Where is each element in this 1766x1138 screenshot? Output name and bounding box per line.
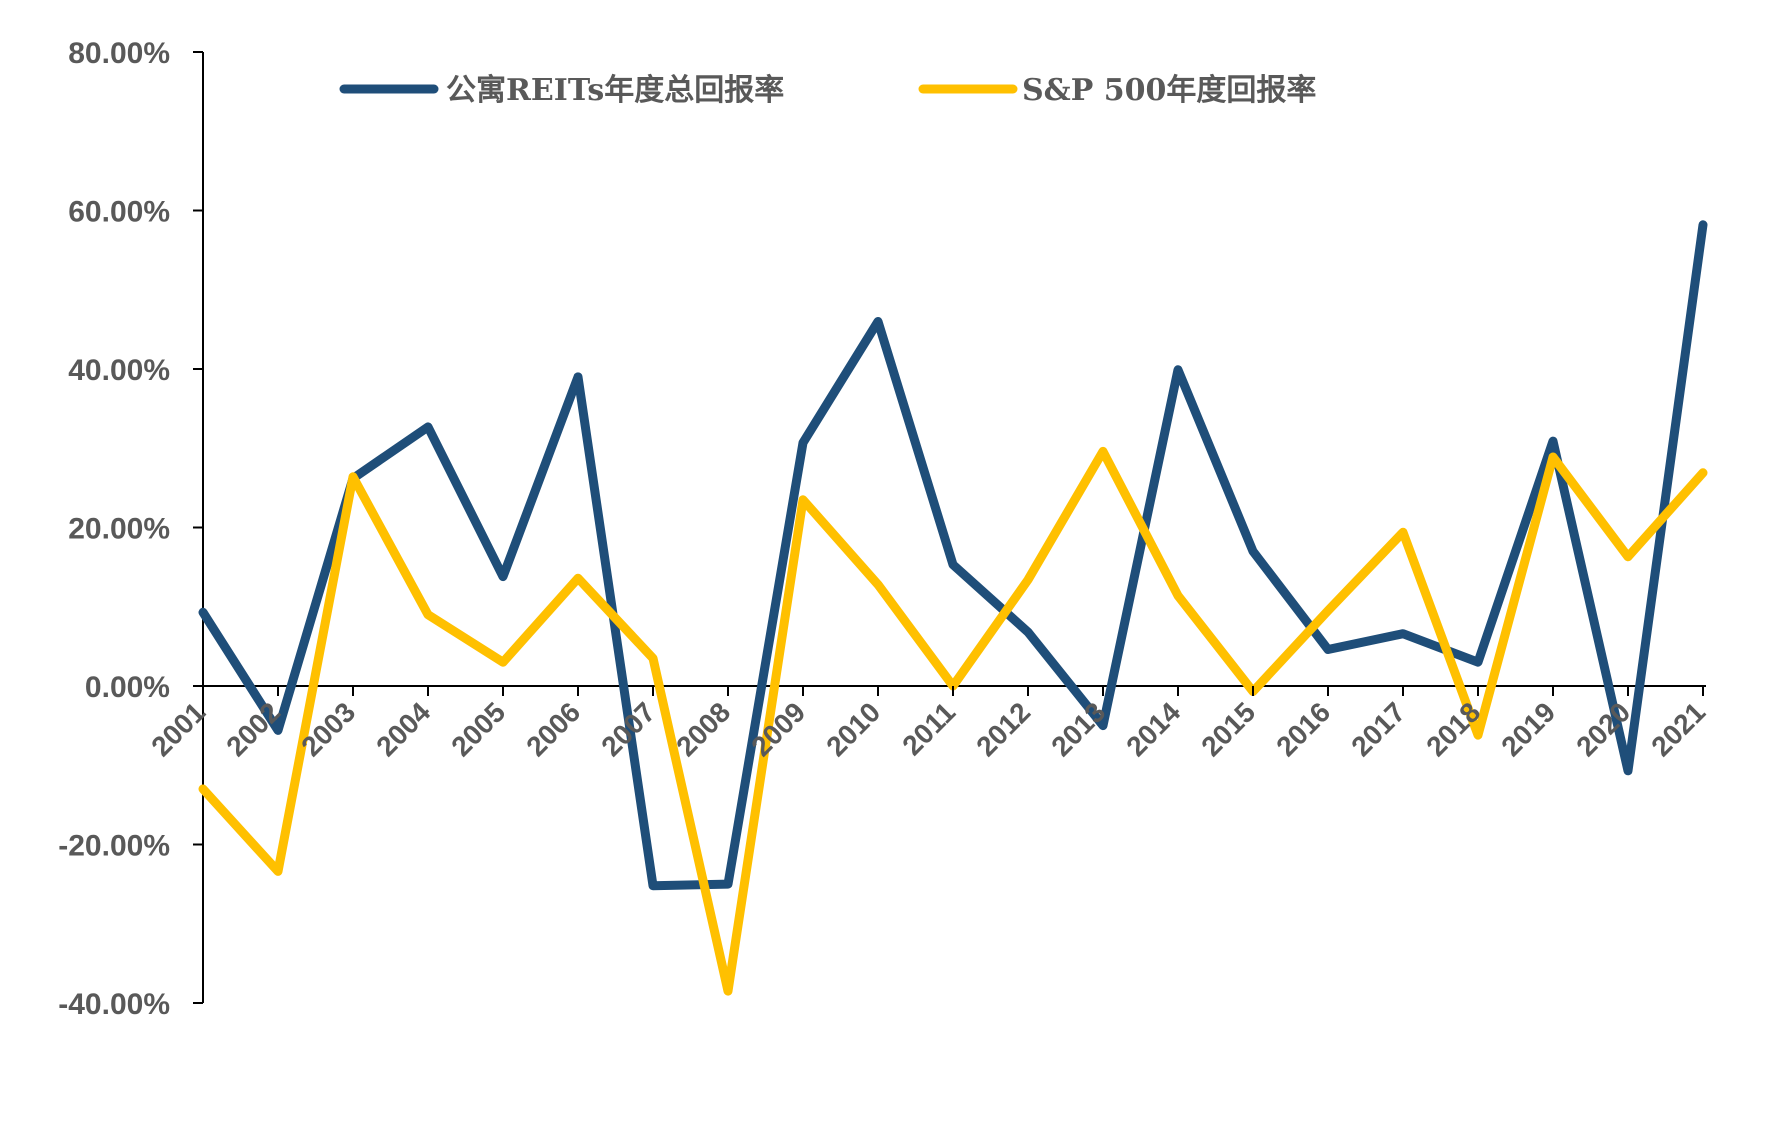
x-tick-label: 2007 xyxy=(595,696,661,762)
x-tick-label: 2021 xyxy=(1645,696,1711,762)
x-tick-label: 2001 xyxy=(145,696,211,762)
x-tick-label: 2010 xyxy=(820,696,886,762)
x-axis-ticks: 2001 2002 2003 2004 2005 2006 2007 2008 2009 2010… xyxy=(145,686,1711,762)
y-tick-label: 20.00% xyxy=(68,513,170,546)
x-tick-label: 2008 xyxy=(670,696,736,762)
legend: 公寓REITs年度总回报率 S&P 500年度回报率 xyxy=(339,73,1316,108)
legend-label: S&P 500年度回报率 xyxy=(1022,73,1316,108)
y-axis-ticks: 80.00% 60.00% 40.00% 20.00% 0.00% -20.00% -40.… xyxy=(58,37,203,1021)
x-tick-label: 2011 xyxy=(896,696,961,761)
series-line-reits xyxy=(198,220,1708,891)
y-tick-label: 40.00% xyxy=(68,354,170,387)
axes xyxy=(202,52,1706,1003)
x-tick-label: 2019 xyxy=(1495,696,1561,762)
series-lines xyxy=(198,220,1708,996)
x-tick-label: 2016 xyxy=(1270,696,1336,762)
y-tick-label: 60.00% xyxy=(68,196,170,229)
x-tick-label: 2014 xyxy=(1120,696,1186,762)
x-tick-label: 2004 xyxy=(370,696,436,762)
x-tick-label: 2012 xyxy=(970,696,1036,762)
y-tick-label: 0.00% xyxy=(85,671,170,704)
y-tick-label: -20.00% xyxy=(58,830,170,863)
y-tick-label: -40.00% xyxy=(58,988,170,1021)
x-tick-label: 2015 xyxy=(1195,696,1261,762)
y-tick-label: 80.00% xyxy=(68,37,170,70)
x-tick-label: 2017 xyxy=(1345,696,1411,762)
x-tick-label: 2005 xyxy=(445,696,511,762)
x-tick-label: 2006 xyxy=(520,696,586,762)
legend-label: 公寓REITs年度总回报率 xyxy=(446,73,784,108)
